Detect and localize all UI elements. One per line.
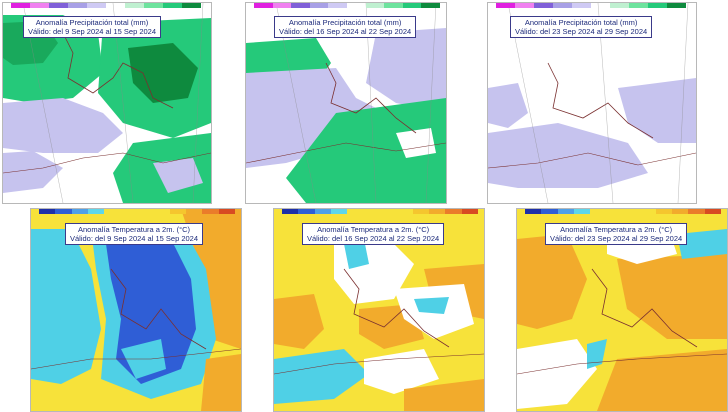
scale-swatch bbox=[55, 209, 72, 214]
scale-swatch bbox=[282, 209, 299, 214]
scale-swatch bbox=[202, 209, 219, 214]
scale-swatch bbox=[106, 3, 125, 8]
scale-swatch bbox=[704, 209, 721, 214]
scale-swatch bbox=[347, 209, 396, 214]
scale-swatch bbox=[49, 3, 68, 8]
map-valid-dates: Válido: del 9 Sep 2024 al 15 Sep 2024 bbox=[70, 234, 199, 243]
precip-color-scale bbox=[254, 3, 440, 8]
map-title-box: Anomalía Temperatura a 2m. (°C) Válido: … bbox=[65, 223, 204, 245]
scale-swatch bbox=[541, 209, 558, 214]
scale-swatch bbox=[272, 3, 292, 8]
map-title-box: Anomalía Precipitación total (mm) Válido… bbox=[274, 16, 417, 38]
scale-swatch bbox=[87, 3, 106, 8]
map-title-box: Anomalía Temperatura a 2m. (°C) Válido: … bbox=[545, 223, 688, 245]
scale-swatch bbox=[534, 3, 553, 8]
temp-map-week1: Anomalía Temperatura a 2m. (°C) Válido: … bbox=[30, 208, 242, 412]
scale-swatch bbox=[163, 3, 182, 8]
scale-swatch bbox=[30, 3, 49, 8]
scale-swatch bbox=[445, 209, 462, 214]
temp-week1-field bbox=[31, 209, 241, 411]
map-valid-dates: Válido: del 23 Sep 2024 al 29 Sep 2024 bbox=[515, 27, 648, 36]
map-valid-dates: Válido: del 9 Sep 2024 al 15 Sep 2024 bbox=[28, 27, 157, 36]
scale-swatch bbox=[218, 209, 235, 214]
scale-swatch bbox=[667, 3, 686, 8]
scale-swatch bbox=[396, 209, 413, 214]
scale-swatch bbox=[525, 209, 542, 214]
scale-swatch bbox=[412, 209, 429, 214]
scale-swatch bbox=[309, 3, 329, 8]
scale-swatch bbox=[384, 3, 403, 8]
scale-swatch bbox=[347, 3, 366, 8]
scale-swatch bbox=[590, 209, 639, 214]
scale-swatch bbox=[298, 209, 315, 214]
scale-swatch bbox=[68, 3, 87, 8]
map-title-box: Anomalía Temperatura a 2m. (°C) Válido: … bbox=[302, 223, 445, 245]
scale-swatch bbox=[655, 209, 672, 214]
map-title: Anomalía Precipitación total (mm) bbox=[35, 18, 149, 27]
precip-color-scale bbox=[11, 3, 201, 8]
scale-swatch bbox=[428, 209, 446, 214]
scale-swatch bbox=[461, 209, 478, 214]
map-valid-dates: Válido: del 23 Sep 2024 al 29 Sep 2024 bbox=[550, 234, 683, 243]
scale-swatch bbox=[421, 3, 440, 8]
scale-swatch bbox=[557, 209, 574, 214]
scale-swatch bbox=[254, 3, 273, 8]
map-valid-dates: Válido: del 16 Sep 2024 al 22 Sep 2024 bbox=[279, 27, 412, 36]
scale-swatch bbox=[291, 3, 310, 8]
scale-swatch bbox=[182, 3, 201, 8]
scale-swatch bbox=[573, 209, 591, 214]
scale-swatch bbox=[553, 3, 572, 8]
scale-swatch bbox=[591, 3, 610, 8]
scale-swatch bbox=[639, 209, 656, 214]
scale-swatch bbox=[185, 209, 203, 214]
scale-swatch bbox=[671, 209, 689, 214]
map-valid-dates: Válido: del 16 Sep 2024 al 22 Sep 2024 bbox=[307, 234, 440, 243]
precip-map-week1: Anomalía Precipitación total (mm) Válido… bbox=[2, 2, 212, 204]
temp-color-scale bbox=[282, 209, 478, 214]
temp-color-scale bbox=[525, 209, 721, 214]
map-title-box: Anomalía Precipitación total (mm) Válido… bbox=[23, 16, 162, 38]
scale-swatch bbox=[330, 209, 348, 214]
scale-swatch bbox=[496, 3, 515, 8]
map-title: Anomalía Precipitación total (mm) bbox=[524, 18, 638, 27]
scale-swatch bbox=[104, 209, 153, 214]
scale-swatch bbox=[610, 3, 629, 8]
scale-swatch bbox=[125, 3, 144, 8]
map-title: Anomalía Temperatura a 2m. (°C) bbox=[317, 225, 430, 234]
temp-map-week2: Anomalía Temperatura a 2m. (°C) Válido: … bbox=[273, 208, 485, 412]
scale-swatch bbox=[648, 3, 667, 8]
scale-swatch bbox=[328, 3, 347, 8]
scale-swatch bbox=[572, 3, 591, 8]
scale-swatch bbox=[515, 3, 534, 8]
scale-swatch bbox=[402, 3, 422, 8]
temp-color-scale bbox=[39, 209, 235, 214]
precip-map-week3: Anomalía Precipitación total (mm) Válido… bbox=[487, 2, 697, 204]
scale-swatch bbox=[87, 209, 105, 214]
scale-swatch bbox=[688, 209, 705, 214]
map-title: Anomalía Temperatura a 2m. (°C) bbox=[560, 225, 673, 234]
scale-swatch bbox=[39, 209, 56, 214]
scale-swatch bbox=[71, 209, 88, 214]
map-title: Anomalía Precipitación total (mm) bbox=[288, 18, 402, 27]
map-title: Anomalía Temperatura a 2m. (°C) bbox=[77, 225, 191, 234]
scale-swatch bbox=[365, 3, 385, 8]
map-title-box: Anomalía Precipitación total (mm) Válido… bbox=[510, 16, 653, 38]
scale-swatch bbox=[169, 209, 186, 214]
scale-swatch bbox=[144, 3, 163, 8]
temp-map-week3: Anomalía Temperatura a 2m. (°C) Válido: … bbox=[516, 208, 728, 412]
scale-swatch bbox=[314, 209, 331, 214]
precip-map-week2: Anomalía Precipitación total (mm) Válido… bbox=[245, 2, 447, 204]
precip-color-scale bbox=[496, 3, 686, 8]
scale-swatch bbox=[629, 3, 648, 8]
scale-swatch bbox=[153, 209, 170, 214]
scale-swatch bbox=[11, 3, 30, 8]
